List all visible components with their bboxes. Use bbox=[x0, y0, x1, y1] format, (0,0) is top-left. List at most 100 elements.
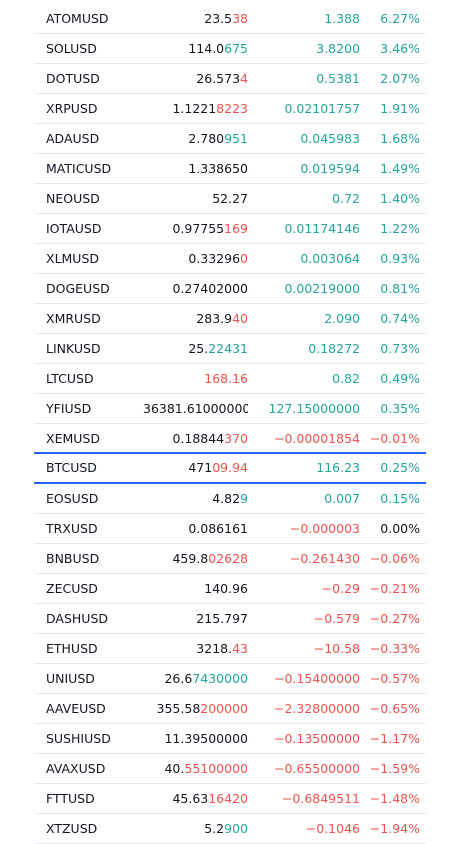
change-value: 0.72 bbox=[332, 191, 360, 206]
last-price-changed-digits: 55100000 bbox=[184, 761, 248, 776]
watchlist-row-zecusd[interactable]: ZECUSD 140.96 −0.29 −0.21% bbox=[34, 574, 426, 604]
watchlist-row-linkusd[interactable]: LINKUSD 25.22431 0.18272 0.73% bbox=[34, 334, 426, 364]
last-price: 52.27 bbox=[212, 184, 248, 213]
watchlist-row-iotausd[interactable]: IOTAUSD 0.97755169 0.01174146 1.22% bbox=[34, 214, 426, 244]
change-percent: 1.40% bbox=[380, 191, 420, 206]
last-price-changed-digits: 8223 bbox=[216, 101, 248, 116]
last-price: 4.829 bbox=[212, 484, 248, 513]
change-value: 0.02101757 bbox=[284, 101, 360, 116]
last-price-base: 26.573 bbox=[196, 71, 241, 86]
watchlist-row-eosusd[interactable]: EOSUSD 4.829 0.007 0.15% bbox=[34, 484, 426, 514]
watchlist-row-btcusd[interactable]: BTCUSD 47109.94 116.23 0.25% bbox=[34, 452, 426, 484]
last-price-changed-digits: 951 bbox=[224, 131, 248, 146]
watchlist-row-ltcusd[interactable]: LTCUSD 168.16 0.82 0.49% bbox=[34, 364, 426, 394]
watchlist-row-ethusd[interactable]: ETHUSD 3218.43 −10.58 −0.33% bbox=[34, 634, 426, 664]
symbol-label: EOSUSD bbox=[46, 491, 99, 506]
watchlist-row-dotusd[interactable]: DOTUSD 26.5734 0.5381 2.07% bbox=[34, 64, 426, 94]
change-value: 0.82 bbox=[332, 371, 360, 386]
last-price-base: 114.0 bbox=[188, 41, 225, 56]
last-price: 168.16 bbox=[204, 364, 248, 393]
last-price-base: 52.27 bbox=[212, 191, 248, 206]
change-value: 0.045983 bbox=[300, 131, 360, 146]
change-value: −0.15400000 bbox=[273, 671, 360, 686]
symbol-label: SOLUSD bbox=[46, 41, 97, 56]
last-price: 283.940 bbox=[196, 304, 248, 333]
change-value: −0.29 bbox=[321, 581, 360, 596]
last-price: 0.086161 bbox=[188, 514, 248, 543]
symbol-label: BTCUSD bbox=[46, 460, 97, 475]
last-price: 26.5734 bbox=[196, 64, 248, 93]
last-price-base: 11.39500000 bbox=[164, 731, 248, 746]
watchlist-row-sushiusd[interactable]: SUSHIUSD 11.39500000 −0.13500000 −1.17% bbox=[34, 724, 426, 754]
last-price-base: 25. bbox=[188, 341, 209, 356]
last-price-changed-digits: 0 bbox=[240, 251, 248, 266]
last-price-changed-digits: 09.94 bbox=[212, 460, 248, 475]
watchlist-row-trxusd[interactable]: TRXUSD 0.086161 −0.000003 0.00% bbox=[34, 514, 426, 544]
change-value: −0.6849511 bbox=[281, 791, 360, 806]
watchlist-row-xemusd[interactable]: XEMUSD 0.18844370 −0.00001854 −0.01% bbox=[34, 424, 426, 454]
change-percent: 0.73% bbox=[380, 341, 420, 356]
last-price: 26.67430000 bbox=[164, 664, 248, 693]
watchlist-row-fttusd[interactable]: FTTUSD 45.6316420 −0.6849511 −1.48% bbox=[34, 784, 426, 814]
change-value: 0.00219000 bbox=[284, 281, 360, 296]
last-price-base: 0.27402000 bbox=[172, 281, 248, 296]
last-price-changed-digits: 7430000 bbox=[192, 671, 248, 686]
change-value: −0.261430 bbox=[289, 551, 360, 566]
watchlist-row-xtzusd[interactable]: XTZUSD 5.2900 −0.1046 −1.94% bbox=[34, 814, 426, 844]
last-price-changed-digits: 9 bbox=[240, 491, 248, 506]
change-value: 0.003064 bbox=[300, 251, 360, 266]
last-price-base: 23.5 bbox=[204, 11, 233, 26]
last-price: 1.12218223 bbox=[172, 94, 248, 123]
last-price-base: 26.6 bbox=[164, 671, 193, 686]
change-value: 3.8200 bbox=[316, 41, 360, 56]
symbol-label: MATICUSD bbox=[46, 161, 112, 176]
change-percent: 1.68% bbox=[380, 131, 420, 146]
last-price: 215.797 bbox=[196, 604, 248, 633]
symbol-label: XEMUSD bbox=[46, 431, 100, 446]
watchlist-row-uniusd[interactable]: UNIUSD 26.67430000 −0.15400000 −0.57% bbox=[34, 664, 426, 694]
change-percent: 6.27% bbox=[380, 11, 420, 26]
last-price: 0.97755169 bbox=[172, 214, 248, 243]
watchlist-row-aaveusd[interactable]: AAVEUSD 355.58200000 −2.32800000 −0.65% bbox=[34, 694, 426, 724]
watchlist-row-xrpusd[interactable]: XRPUSD 1.12218223 0.02101757 1.91% bbox=[34, 94, 426, 124]
change-value: 1.388 bbox=[324, 11, 360, 26]
watchlist-row-avaxusd[interactable]: AVAXUSD 40.55100000 −0.65500000 −1.59% bbox=[34, 754, 426, 784]
last-price-base: 355.58 bbox=[156, 701, 201, 716]
change-value: 0.5381 bbox=[316, 71, 360, 86]
watchlist-row-atomusd[interactable]: ATOMUSD 23.538 1.388 6.27% bbox=[34, 4, 426, 34]
watchlist-row-dogeusd[interactable]: DOGEUSD 0.27402000 0.00219000 0.81% bbox=[34, 274, 426, 304]
change-percent: 0.25% bbox=[380, 460, 420, 475]
change-value: 127.15000000 bbox=[268, 401, 360, 416]
watchlist-row-adausd[interactable]: ADAUSD 2.780951 0.045983 1.68% bbox=[34, 124, 426, 154]
watchlist-row-xmrusd[interactable]: XMRUSD 283.940 2.090 0.74% bbox=[34, 304, 426, 334]
last-price-changed-digits: 38 bbox=[232, 11, 248, 26]
last-price-base: 459.8 bbox=[172, 551, 209, 566]
last-price: 114.0675 bbox=[188, 34, 248, 63]
last-price: 5.2900 bbox=[204, 814, 248, 843]
last-price-base: 3218. bbox=[196, 641, 233, 656]
last-price-base: 45.63 bbox=[172, 791, 209, 806]
change-percent: −1.94% bbox=[369, 821, 420, 836]
change-percent: −1.17% bbox=[369, 731, 420, 746]
last-price-base: 0.97755 bbox=[172, 221, 225, 236]
change-percent: −0.65% bbox=[369, 701, 420, 716]
last-price: 0.18844370 bbox=[172, 424, 248, 453]
watchlist-row-solusd[interactable]: SOLUSD 114.0675 3.8200 3.46% bbox=[34, 34, 426, 64]
change-value: −0.00001854 bbox=[273, 431, 360, 446]
change-percent: 1.91% bbox=[380, 101, 420, 116]
change-percent: −1.59% bbox=[369, 761, 420, 776]
change-percent: −0.06% bbox=[369, 551, 420, 566]
last-price: 459.802628 bbox=[172, 544, 248, 573]
watchlist-row-neousd[interactable]: NEOUSD 52.27 0.72 1.40% bbox=[34, 184, 426, 214]
symbol-label: AAVEUSD bbox=[46, 701, 106, 716]
watchlist-row-yfiusd[interactable]: YFIUSD 36381.61000000 127.15000000 0.35% bbox=[34, 394, 426, 424]
last-price: 11.39500000 bbox=[164, 724, 248, 753]
symbol-label: DOTUSD bbox=[46, 71, 100, 86]
watchlist-row-dashusd[interactable]: DASHUSD 215.797 −0.579 −0.27% bbox=[34, 604, 426, 634]
watchlist-row-bnbusd[interactable]: BNBUSD 459.802628 −0.261430 −0.06% bbox=[34, 544, 426, 574]
change-value: −0.579 bbox=[313, 611, 360, 626]
last-price: 23.538 bbox=[204, 4, 248, 33]
last-price-base: 0.18844 bbox=[172, 431, 225, 446]
watchlist-row-xlmusd[interactable]: XLMUSD 0.332960 0.003064 0.93% bbox=[34, 244, 426, 274]
watchlist-row-maticusd[interactable]: MATICUSD 1.338650 0.019594 1.49% bbox=[34, 154, 426, 184]
